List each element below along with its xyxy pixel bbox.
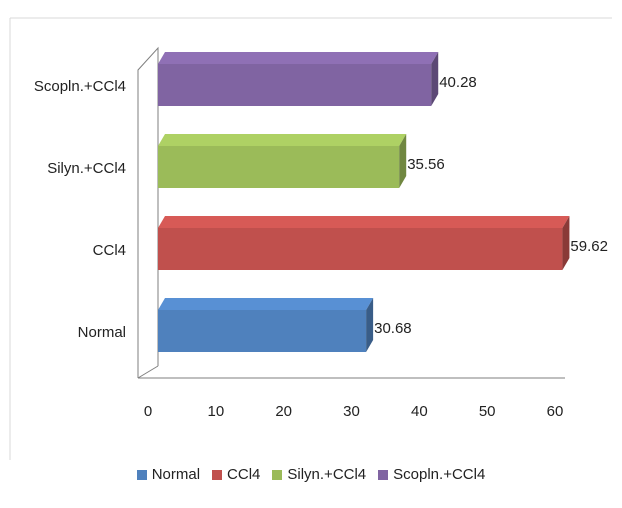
x-tick-label-40: 40 <box>411 403 428 420</box>
legend-swatch-normal <box>136 469 147 480</box>
x-tick-label-0: 0 <box>144 403 152 420</box>
data-label-scopln-ccl4: 40.28 <box>439 74 477 91</box>
legend-swatch-scopln-ccl4 <box>378 469 389 480</box>
legend-item-silyn-ccl4: Silyn.+CCl4 <box>272 466 366 483</box>
axis-back-wall <box>137 46 159 378</box>
legend: Normal CCl4 Silyn.+CCl4 Scopln.+CCl4 <box>0 466 622 483</box>
data-labels: 30.68 59.62 35.56 40.28 <box>374 74 608 337</box>
data-label-normal: 30.68 <box>374 320 412 337</box>
category-label-silyn-ccl4: Silyn.+CCl4 <box>47 160 126 177</box>
data-label-silyn-ccl4: 35.56 <box>407 156 445 173</box>
bar-chart: 30.68 59.62 35.56 40.28 Normal CCl4 Silyn.+CC… <box>9 17 612 490</box>
legend-swatch-silyn-ccl4 <box>272 469 283 480</box>
bar-side-scopln-ccl4 <box>431 52 439 106</box>
legend-label-ccl4: CCl4 <box>227 466 261 483</box>
data-label-ccl4: 59.62 <box>570 238 608 255</box>
bar-top-silyn-ccl4 <box>158 134 407 146</box>
x-tick-label-30: 30 <box>343 403 360 420</box>
legend-swatch-ccl4 <box>212 469 223 480</box>
x-tick-label-60: 60 <box>547 403 564 420</box>
legend-label-scopln-ccl4: Scopln.+CCl4 <box>393 466 486 483</box>
axes <box>137 46 565 379</box>
bar-normal <box>158 310 367 352</box>
x-tick-label-20: 20 <box>275 403 292 420</box>
category-label-scopln-ccl4: Scopln.+CCl4 <box>34 78 126 95</box>
legend-item-normal: Normal <box>136 466 201 483</box>
legend-label-normal: Normal <box>151 466 201 483</box>
bar-silyn-ccl4 <box>158 146 400 188</box>
category-label-ccl4: CCl4 <box>93 242 126 259</box>
bar-side-normal <box>366 298 374 352</box>
bar-side-ccl4 <box>562 216 570 270</box>
bars <box>158 52 570 352</box>
x-tick-label-10: 10 <box>207 403 224 420</box>
bar-ccl4 <box>158 228 563 270</box>
legend-item-ccl4: CCl4 <box>212 466 260 483</box>
axis-tick-labels: Normal CCl4 Silyn.+CCl4 Scopln.+CCl4 0 10 20 30… <box>34 78 563 420</box>
category-label-normal: Normal <box>78 324 126 341</box>
bar-side-silyn-ccl4 <box>399 134 407 188</box>
bar-top-normal <box>158 298 374 310</box>
legend-item-scopln-ccl4: Scopln.+CCl4 <box>378 466 485 483</box>
bar-scopln-ccl4 <box>158 64 432 106</box>
legend-label-silyn-ccl4: Silyn.+CCl4 <box>287 466 367 483</box>
bar-top-ccl4 <box>158 216 570 228</box>
x-tick-label-50: 50 <box>479 403 496 420</box>
bar-top-scopln-ccl4 <box>158 52 439 64</box>
axis-floor-edge <box>137 365 159 379</box>
